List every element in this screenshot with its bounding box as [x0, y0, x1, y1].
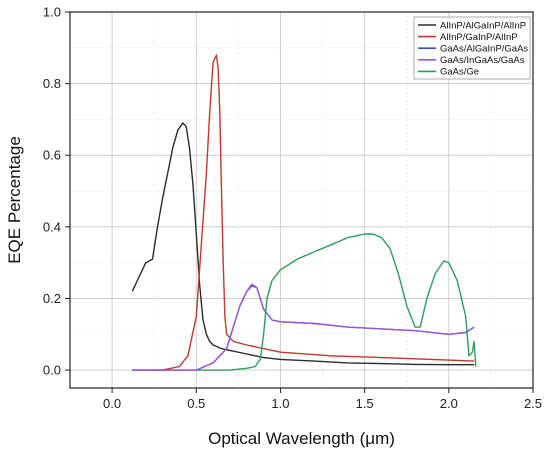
x-tick-label: 0.0	[103, 396, 121, 411]
series-line-5	[196, 233, 477, 371]
y-tick-label: 1.0	[43, 5, 61, 20]
y-tick-label: 0.4	[43, 219, 61, 234]
y-tick-label: 0.6	[43, 148, 61, 163]
series-line-4	[132, 283, 475, 371]
x-tick-label: 2.0	[440, 396, 458, 411]
series-line-2	[132, 54, 475, 371]
legend-label-4: GaAs/InGaAs/GaAs	[440, 55, 525, 66]
x-tick-label: 0.5	[187, 396, 205, 411]
x-tick-label: 2.5	[524, 396, 542, 411]
legend-label-1: AlInP/AlGaInP/AlInP	[440, 20, 526, 31]
y-tick-label: 0.0	[43, 363, 61, 378]
legend-label-2: AlInP/GaInP/AlInP	[440, 32, 518, 43]
plot-frame	[69, 11, 534, 389]
x-axis-title: Optical Wavelength (μm)	[208, 429, 395, 448]
legend-label-5: GaAs/Ge	[440, 67, 479, 78]
y-axis-title: EQE Percentage	[5, 136, 24, 264]
x-tick-label: 1.5	[356, 396, 374, 411]
y-tick-label: 0.2	[43, 291, 61, 306]
series-line-1	[131, 122, 475, 366]
y-tick-label: 0.8	[43, 76, 61, 91]
x-tick-label: 1.0	[271, 396, 289, 411]
legend-label-3: GaAs/AlGaInP/GaAs	[440, 44, 528, 55]
